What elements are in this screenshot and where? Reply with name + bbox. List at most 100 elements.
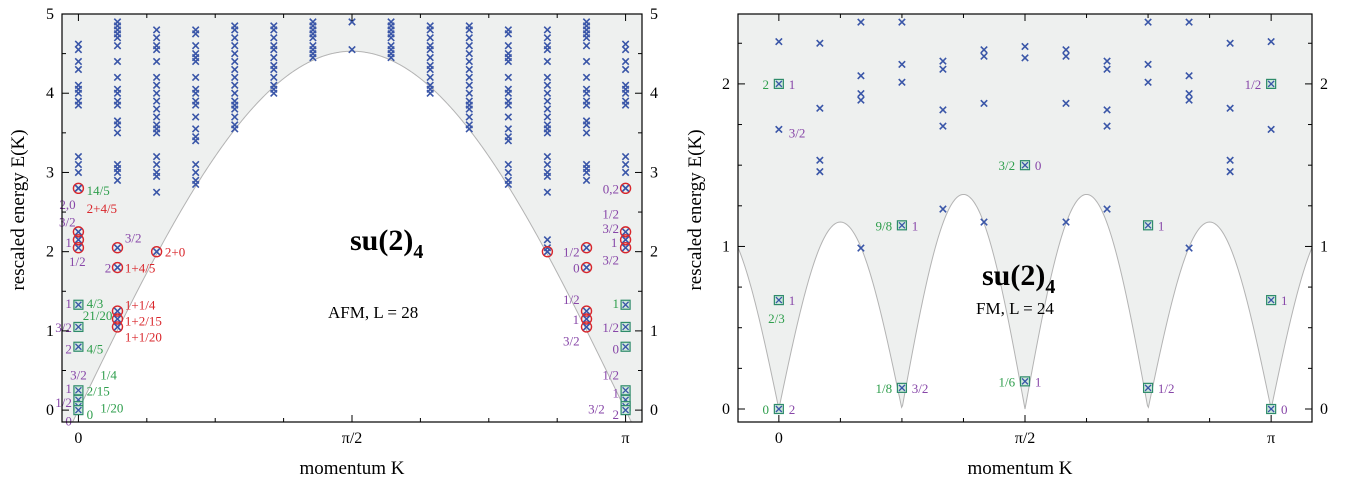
quantum-label: 3/2 [602, 253, 619, 268]
box-cross [622, 301, 630, 309]
y-tick-label: 3 [46, 164, 54, 181]
quantum-label: 1+4/5 [125, 261, 155, 276]
cross-marker [816, 167, 824, 176]
cross-marker [582, 57, 591, 66]
x-tick-label: π [622, 430, 630, 447]
y-tick-label-right: 0 [1320, 401, 1328, 418]
cross-marker [1103, 205, 1111, 213]
cross-marker [543, 41, 552, 50]
quantum-label: 1 [1158, 218, 1165, 233]
continuum-boundary-line [737, 193, 1313, 410]
cross-marker [230, 81, 239, 90]
quantum-label: 3/2 [789, 126, 806, 141]
quantum-label: 1/2 [602, 207, 619, 222]
cross-marker [191, 125, 200, 133]
cross-marker [775, 37, 783, 46]
quantum-label: 1/2 [1245, 77, 1262, 92]
cross-marker [980, 45, 988, 54]
cross-marker [504, 85, 513, 94]
cross-marker [270, 81, 278, 90]
cross-marker [191, 97, 200, 105]
cross-marker [113, 41, 122, 50]
cross-marker [543, 57, 552, 66]
circle-marker [580, 313, 593, 325]
cross-marker [898, 78, 906, 87]
cross-marker [504, 125, 513, 133]
cross-marker [857, 18, 865, 26]
box-cross [622, 323, 630, 331]
circle-marker [580, 305, 593, 317]
cross-marker [1062, 99, 1070, 108]
quantum-label: 2/15 [87, 383, 110, 398]
cross-marker [980, 99, 988, 108]
cross-marker [621, 228, 630, 236]
circle-marker [619, 234, 632, 246]
cross-marker [270, 22, 278, 30]
cross-marker [543, 105, 552, 113]
quantum-label: 1/8 [875, 381, 892, 396]
cross-marker [309, 18, 317, 26]
box-cross [622, 386, 630, 394]
cross-marker [543, 26, 552, 34]
cross-marker [230, 34, 239, 42]
cross-marker [582, 41, 591, 50]
cross-marker [582, 323, 591, 331]
box-cross [1021, 377, 1029, 385]
cross-marker [465, 65, 474, 74]
cross-marker [152, 73, 161, 82]
chart-title: su(2)4 [982, 259, 1055, 298]
quantum-label: 2+0 [165, 245, 185, 260]
quantum-label: 2 [789, 402, 796, 417]
cross-marker [230, 57, 239, 66]
cross-marker [1185, 89, 1193, 98]
cross-marker [113, 85, 122, 94]
quantum-label: 0 [65, 413, 72, 428]
x-tick-label: 0 [74, 430, 82, 447]
cross-marker [582, 243, 591, 252]
cross-marker [504, 113, 513, 121]
cross-marker [113, 73, 122, 82]
quantum-label: 1/2 [55, 395, 72, 410]
circle-marker [111, 321, 124, 333]
cross-marker [152, 97, 161, 105]
cross-marker [816, 104, 824, 113]
y-tick-label-right: 3 [650, 164, 658, 181]
cross-marker [1144, 60, 1152, 69]
cross-marker [230, 65, 239, 74]
quantum-label: 1 [65, 235, 72, 250]
box-cross [1144, 384, 1152, 392]
y-tick-label: 1 [46, 323, 54, 340]
cross-marker [74, 45, 83, 54]
cross-marker [113, 129, 122, 137]
cross-marker [426, 34, 434, 42]
quantum-label: 4/5 [87, 341, 104, 356]
y-tick-label-right: 1 [1320, 238, 1328, 255]
cross-marker [582, 160, 591, 169]
quantum-label: 0 [87, 407, 94, 422]
box-cross [1267, 296, 1275, 304]
continuum-region [62, 14, 642, 422]
cross-marker [74, 228, 83, 236]
quantum-label: 1+1/4 [125, 298, 156, 313]
cross-marker [152, 89, 161, 97]
cross-marker [152, 188, 161, 197]
cross-marker [113, 18, 122, 26]
cross-marker [465, 49, 474, 58]
cross-marker [426, 41, 434, 50]
cross-marker [504, 73, 513, 82]
cross-marker [857, 72, 865, 80]
box-cross [1267, 80, 1275, 88]
cross-marker [816, 39, 824, 48]
cross-marker [465, 89, 474, 97]
cross-marker [191, 113, 200, 121]
cross-marker [152, 121, 161, 129]
cross-marker [465, 34, 474, 42]
circle-marker [619, 242, 632, 254]
y-tick-label-right: 0 [650, 402, 658, 419]
cross-marker [230, 22, 239, 30]
cross-marker [1103, 106, 1111, 114]
circle-marker [619, 226, 632, 238]
quantum-label: 3/2 [70, 367, 87, 382]
cross-marker [582, 73, 591, 82]
cross-marker [465, 81, 474, 90]
